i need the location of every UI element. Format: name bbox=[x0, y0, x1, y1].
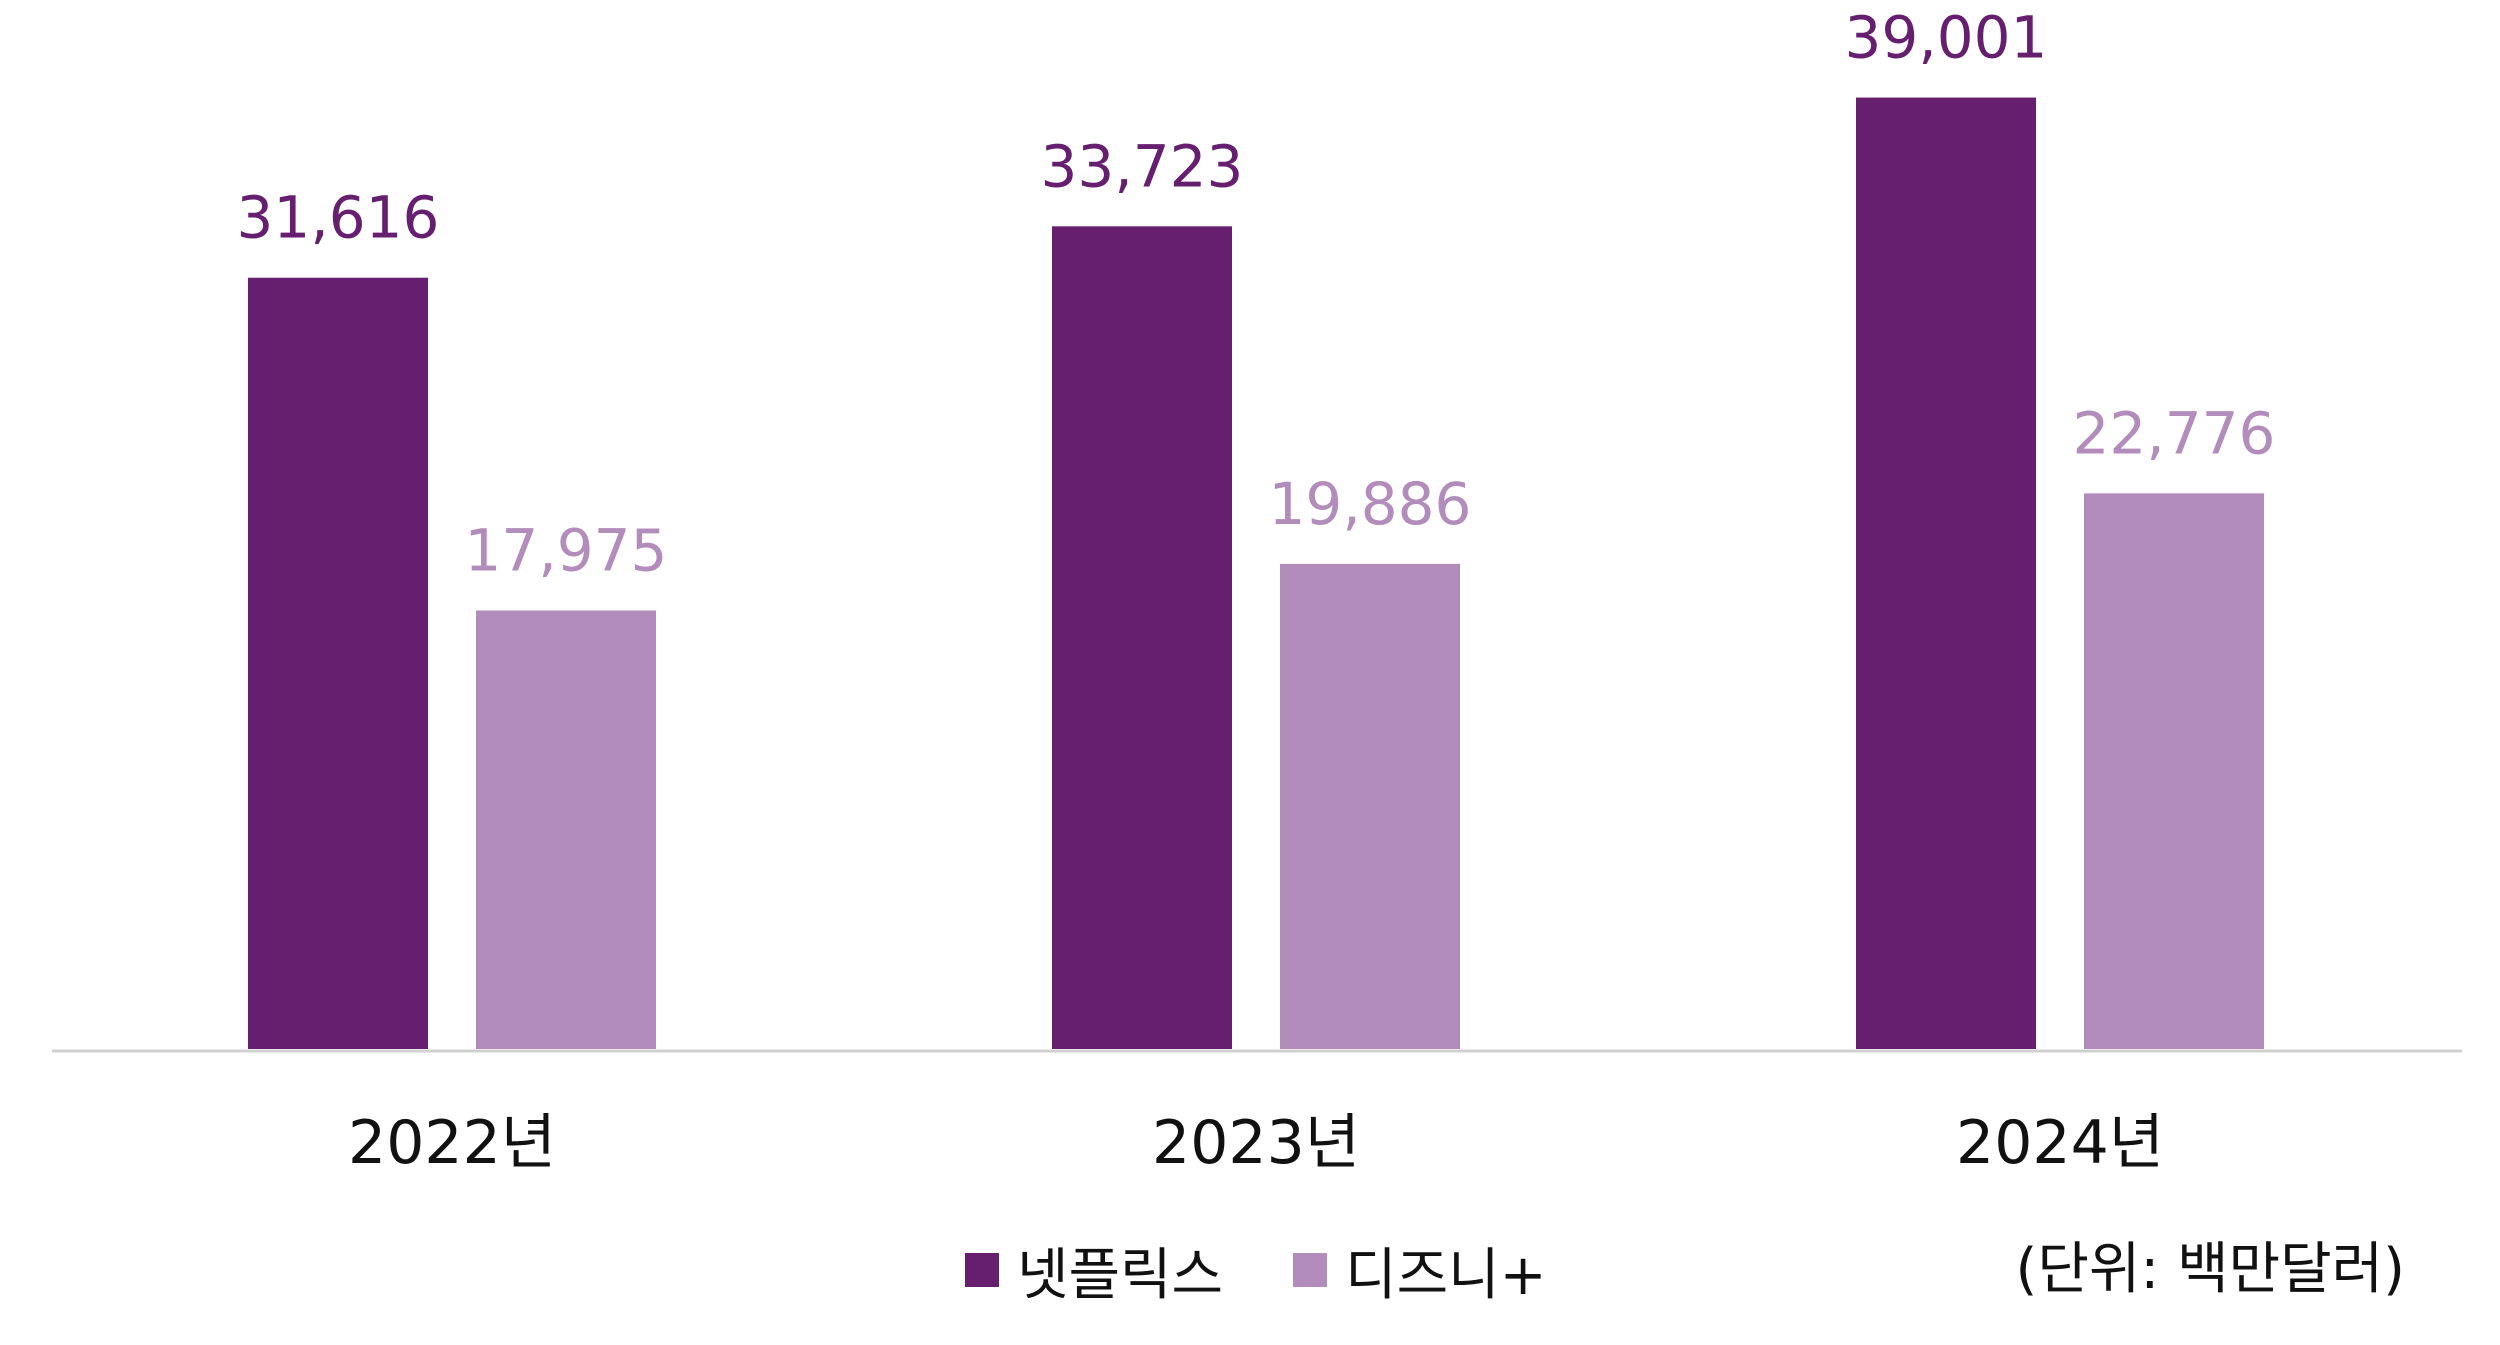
legend-item-netflix: 넷플릭스 bbox=[965, 1230, 1223, 1311]
category-label-2022년: 2022년 bbox=[348, 1108, 556, 1178]
legend-label-netflix: 넷플릭스 bbox=[1017, 1242, 1224, 1308]
bar-disney-plus-2022년 bbox=[476, 610, 656, 1049]
bar-netflix-2023년 bbox=[1052, 226, 1232, 1049]
value-label-disney-plus-2022년: 17,975 bbox=[465, 516, 668, 584]
bar-netflix-2022년 bbox=[248, 277, 428, 1049]
value-label-disney-plus-2023년: 19,886 bbox=[1269, 470, 1472, 538]
value-labels-group: 31,616 33,723 39,001 17,975 19,886 22,776 bbox=[237, 4, 2276, 585]
category-labels-group: 2022년 2023년 2024년 bbox=[348, 1108, 2164, 1178]
unit-note: (단위: 백만달러) bbox=[2015, 1237, 2405, 1302]
bar-netflix-2024년 bbox=[1856, 97, 2036, 1049]
value-label-netflix-2024년: 39,001 bbox=[1845, 4, 2048, 72]
legend-swatch-netflix bbox=[965, 1253, 999, 1287]
legend-label-disney-plus: 디즈니+ bbox=[1345, 1242, 1547, 1308]
value-label-disney-plus-2024년: 22,776 bbox=[2073, 399, 2276, 467]
category-label-2024년: 2024년 bbox=[1956, 1108, 2164, 1178]
category-label-2023년: 2023년 bbox=[1152, 1108, 1360, 1178]
bar-disney-plus-2023년 bbox=[1280, 563, 1460, 1049]
value-label-netflix-2023년: 33,723 bbox=[1041, 132, 1244, 200]
value-label-netflix-2022년: 31,616 bbox=[237, 184, 440, 252]
legend: 넷플릭스 디즈니+ bbox=[965, 1235, 1617, 1308]
legend-item-disney-plus: 디즈니+ bbox=[1293, 1230, 1547, 1311]
legend-swatch-disney-plus bbox=[1293, 1253, 1328, 1287]
bar-disney-plus-2024년 bbox=[2084, 493, 2264, 1049]
bars-group bbox=[248, 97, 2264, 1049]
